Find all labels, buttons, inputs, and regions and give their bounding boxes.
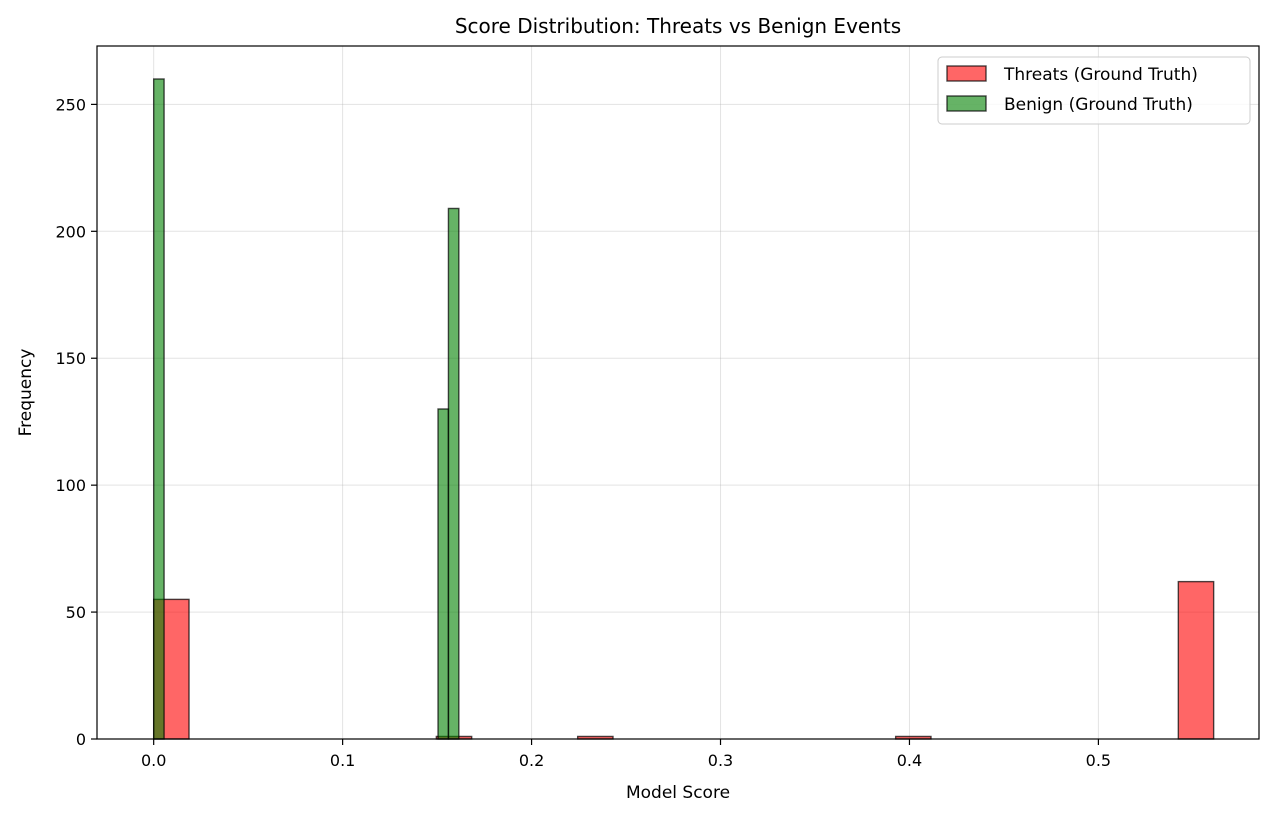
x-tick-label: 0.3 xyxy=(708,751,733,770)
y-tick-label: 200 xyxy=(55,222,86,241)
x-axis-label: Model Score xyxy=(626,783,730,803)
axis-ticks: 0.0 0.1 0.2 0.3 0.4 0.5 0 50 100 150 200 250 xyxy=(55,95,1111,770)
x-tick-label: 0.1 xyxy=(330,751,355,770)
x-tick-label: 0.5 xyxy=(1086,751,1111,770)
y-tick-label: 100 xyxy=(55,476,86,495)
legend-label: Threats (Ground Truth) xyxy=(1003,65,1198,85)
bar-benign xyxy=(152,78,165,740)
y-axis-label: Frequency xyxy=(16,349,36,437)
legend-swatch xyxy=(946,95,987,112)
bar-threats xyxy=(1177,580,1215,740)
legend-label: Benign (Ground Truth) xyxy=(1004,95,1193,115)
bars xyxy=(152,78,1215,740)
chart-title: Score Distribution: Threats vs Benign Ev… xyxy=(455,14,901,38)
legend-swatch xyxy=(946,65,987,82)
grid-lines xyxy=(97,46,1259,740)
x-tick-label: 0.2 xyxy=(519,751,544,770)
y-tick-label: 50 xyxy=(66,603,86,622)
bar-benign xyxy=(437,408,450,740)
x-tick-label: 0.4 xyxy=(897,751,922,770)
bar-benign xyxy=(447,207,460,740)
plot-frame xyxy=(96,45,1260,740)
legend: Threats (Ground Truth) Benign (Ground Tru… xyxy=(937,56,1251,125)
y-tick-label: 250 xyxy=(55,95,86,114)
y-tick-label: 0 xyxy=(76,730,86,749)
legend-box xyxy=(937,56,1251,125)
y-tick-label: 150 xyxy=(55,349,86,368)
x-tick-label: 0.0 xyxy=(141,751,166,770)
